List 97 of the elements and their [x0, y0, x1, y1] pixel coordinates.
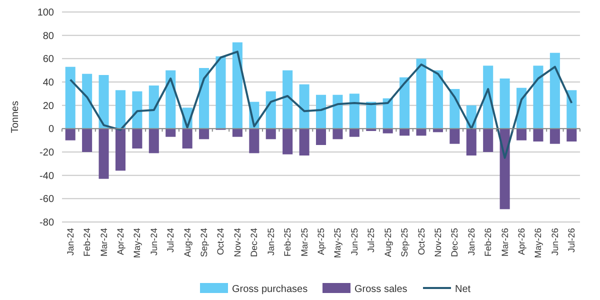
- bar: [282, 128, 293, 154]
- bar: [566, 90, 577, 129]
- bar: [466, 128, 476, 156]
- x-tick-label: Nov-24: [232, 228, 242, 258]
- y-tick-label: -80: [40, 218, 54, 228]
- bar: [416, 128, 426, 136]
- x-tick-label: Jul-25: [366, 228, 376, 253]
- bar: [132, 91, 142, 129]
- bar: [400, 77, 410, 129]
- x-tick-label: Apr-26: [516, 228, 527, 256]
- x-tick-label: Jul-26: [566, 228, 577, 253]
- bar: [299, 128, 310, 156]
- bar: [266, 91, 276, 129]
- bar: [115, 128, 126, 171]
- x-tick-label: Sep-25: [400, 228, 410, 258]
- x-tick-label: Nov-25: [432, 228, 443, 258]
- bar: [199, 128, 210, 140]
- line-series: [69, 50, 573, 159]
- x-tick-label: Jan-26: [466, 228, 476, 256]
- bar: [432, 70, 443, 129]
- x-tick-label: Sep-24: [199, 228, 210, 258]
- bar: [148, 86, 159, 129]
- bar: [148, 128, 159, 154]
- bar: [349, 128, 360, 137]
- y-tick-label: 0: [48, 124, 54, 136]
- bar: [316, 94, 326, 129]
- x-tick-label: Oct-24: [216, 228, 226, 256]
- x-tick-label: Feb-25: [282, 228, 293, 257]
- bar: [450, 128, 460, 144]
- y-tick-label: 100: [37, 8, 54, 18]
- y-tick-label: -20: [40, 148, 54, 158]
- bar: [566, 128, 577, 142]
- x-tick-label: Mar-26: [500, 228, 510, 257]
- x-tick-label: Oct-25: [416, 228, 426, 256]
- x-tick-label: Feb-24: [82, 228, 92, 257]
- x-tick-label: Aug-25: [382, 228, 393, 258]
- bar: [82, 74, 92, 129]
- x-tick-label: Jun-26: [550, 228, 560, 256]
- legend-label: Net: [455, 284, 471, 295]
- bar: [400, 128, 410, 136]
- bar: [332, 128, 343, 140]
- bar: [500, 78, 510, 129]
- x-tick-label: May-24: [132, 228, 142, 258]
- x-tick-label: May-26: [533, 228, 544, 258]
- legend-label: Gross purchases: [232, 284, 308, 295]
- bar: [550, 128, 560, 144]
- x-tick-label: Apr-25: [316, 228, 326, 256]
- bar: [98, 75, 109, 129]
- bar: [416, 58, 426, 129]
- bar: [533, 128, 544, 142]
- bar: [98, 128, 109, 179]
- bar: [516, 128, 527, 140]
- bar: [166, 128, 176, 137]
- y-axis-title: Tonnes: [10, 100, 21, 134]
- bar: [232, 42, 242, 129]
- x-tick-label: Mar-25: [299, 228, 310, 257]
- y-tick-label: -40: [40, 170, 54, 182]
- legend-label: Gross sales: [354, 284, 408, 295]
- bar: [382, 128, 393, 134]
- bar: [349, 94, 360, 129]
- bar: [65, 66, 76, 129]
- bar: [299, 84, 310, 129]
- bar: [249, 128, 260, 154]
- x-tick-label: Jul-24: [166, 228, 176, 253]
- bar: [266, 128, 276, 140]
- bar: [332, 94, 343, 129]
- bar: [382, 98, 393, 129]
- bar: [132, 128, 142, 148]
- bar: [182, 128, 192, 148]
- x-tick-label: Feb-26: [483, 228, 494, 257]
- bar: [282, 70, 293, 129]
- bar: [115, 90, 126, 129]
- bar: [82, 128, 92, 152]
- x-tick-label: Dec-25: [450, 228, 460, 258]
- y-tick-label: 40: [42, 78, 54, 88]
- x-tick-label: Aug-24: [182, 228, 192, 258]
- bar: [316, 128, 326, 145]
- bar: [550, 52, 560, 129]
- y-tick-label: 60: [42, 54, 54, 66]
- x-tick-label: Jun-24: [148, 228, 159, 256]
- x-tick-label: Jun-25: [349, 228, 360, 256]
- x-tick-label: Jan-25: [266, 228, 276, 256]
- x-tick-label: Mar-24: [98, 228, 109, 257]
- bar: [500, 128, 510, 210]
- x-tick-label: Dec-24: [249, 228, 260, 258]
- x-tick-label: Apr-24: [115, 228, 126, 256]
- bar: [533, 66, 544, 129]
- bar: [216, 56, 226, 129]
- bar: [232, 128, 242, 137]
- y-tick-label: -60: [40, 194, 54, 206]
- bar: [65, 128, 76, 140]
- bar: [483, 128, 494, 152]
- x-tick-label: May-25: [332, 228, 343, 258]
- x-tick-label: Jan-24: [65, 228, 76, 256]
- bar: [199, 68, 210, 129]
- y-tick-label: 80: [42, 30, 54, 42]
- y-tick-label: 20: [42, 100, 54, 112]
